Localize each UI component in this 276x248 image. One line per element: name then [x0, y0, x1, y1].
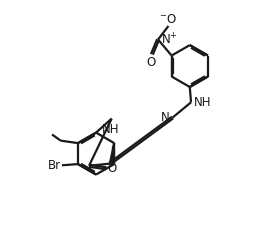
Text: NH: NH [194, 96, 211, 109]
Text: $^{-}$O: $^{-}$O [160, 13, 177, 26]
Text: O: O [146, 56, 155, 68]
Text: N: N [161, 111, 169, 124]
Text: O: O [108, 162, 117, 175]
Text: N$^{+}$: N$^{+}$ [161, 32, 178, 47]
Text: Br: Br [47, 159, 61, 172]
Text: NH: NH [102, 123, 119, 136]
